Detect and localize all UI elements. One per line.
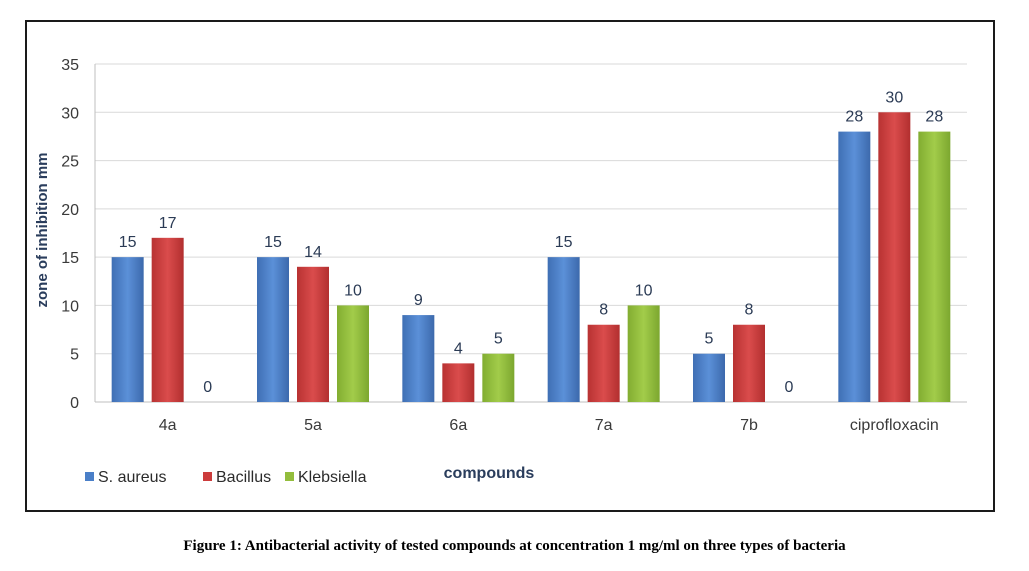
bar-chart: 0 5 10 15 20 25 30 35 15 17 0 15 14 10 9 4 5 15 8 10 5 8 0 28 3… (34, 57, 967, 486)
data-label: 15 (264, 234, 282, 251)
legend-label: Klebsiella (298, 469, 367, 486)
data-label: 10 (635, 282, 653, 299)
y-tick-label: 25 (61, 154, 79, 171)
y-tick-label: 15 (61, 250, 79, 267)
x-tick-label: 6a (449, 417, 467, 434)
data-label: 5 (494, 331, 503, 348)
gridlines (94, 63, 967, 403)
data-label: 30 (885, 89, 903, 106)
bar-bacillus-4a (151, 237, 184, 402)
figure-caption: Figure 1: Antibacterial activity of test… (183, 538, 846, 554)
y-tick-label: 20 (61, 202, 79, 219)
legend-swatch (285, 472, 294, 481)
bar-saureus-ciprofloxacin (838, 131, 871, 402)
data-label: 28 (925, 109, 943, 126)
data-label: 14 (304, 244, 322, 261)
data-label: 8 (745, 302, 754, 319)
bar-klebsiella-7a (627, 305, 660, 402)
data-label: 9 (414, 292, 423, 309)
x-axis-label: compounds (444, 465, 535, 482)
data-label: 15 (119, 234, 137, 251)
y-tick-label: 0 (70, 395, 79, 412)
bar-klebsiella-6a (482, 353, 515, 402)
data-labels: 15 17 0 15 14 10 9 4 5 15 8 10 5 8 0 28 30 28 (119, 89, 944, 396)
x-tick-label: 7b (740, 417, 758, 434)
y-tick-label: 5 (70, 347, 79, 364)
bar-bacillus-6a (442, 363, 475, 402)
bar-bacillus-5a (297, 266, 329, 402)
bar-klebsiella-ciprofloxacin (918, 131, 951, 402)
bar-saureus-7b (693, 353, 725, 402)
x-tick-label: 7a (595, 417, 613, 434)
data-label: 4 (454, 340, 463, 357)
legend-label: S. aureus (98, 469, 166, 486)
bar-bacillus-ciprofloxacin (878, 112, 911, 403)
y-axis-ticks: 0 5 10 15 20 25 30 35 (61, 57, 79, 412)
bar-saureus-4a (111, 257, 144, 402)
legend-swatch (203, 472, 212, 481)
y-tick-label: 10 (61, 298, 79, 315)
data-label: 5 (705, 331, 714, 348)
bar-saureus-5a (257, 257, 289, 402)
y-tick-label: 35 (61, 57, 79, 74)
bar-saureus-7a (547, 257, 580, 402)
bar-saureus-6a (402, 315, 435, 402)
y-tick-label: 30 (61, 105, 79, 122)
x-tick-label: 5a (304, 417, 322, 434)
data-label: 28 (845, 109, 863, 126)
chart-frame: 0 5 10 15 20 25 30 35 15 17 0 15 14 10 9 4 5 15 8 10 5 8 0 28 3… (25, 20, 995, 512)
data-label: 0 (785, 379, 794, 396)
x-tick-label: 4a (159, 417, 177, 434)
bars (111, 112, 951, 403)
y-axis-label: zone of inhibition mm (34, 153, 51, 308)
data-label: 0 (203, 379, 212, 396)
data-label: 15 (555, 234, 573, 251)
bar-bacillus-7a (587, 324, 620, 402)
legend-label: Bacillus (216, 469, 271, 486)
data-label: 17 (159, 215, 177, 232)
data-label: 8 (599, 302, 608, 319)
data-label: 10 (344, 282, 362, 299)
legend: S. aureus Bacillus Klebsiella (85, 469, 367, 486)
bar-bacillus-7b (733, 324, 765, 402)
bar-klebsiella-5a (337, 305, 369, 402)
legend-swatch (85, 472, 94, 481)
x-tick-label: ciprofloxacin (850, 417, 939, 434)
x-axis-ticks: 4a 5a 6a 7a 7b ciprofloxacin (159, 417, 939, 434)
